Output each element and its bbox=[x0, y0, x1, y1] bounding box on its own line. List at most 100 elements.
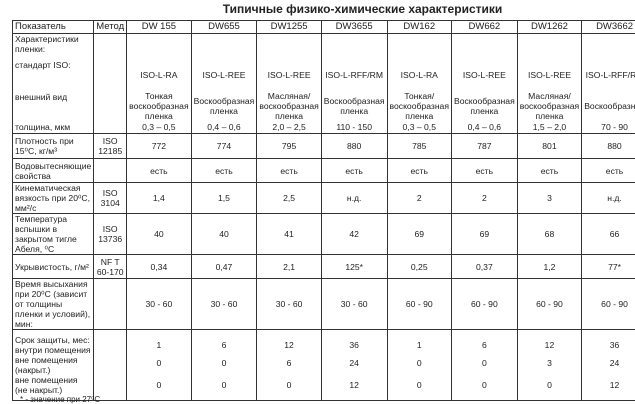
value-cell: 42 bbox=[321, 214, 387, 255]
value-cell: 60 - 90 bbox=[387, 279, 451, 330]
row-label: Плотность при 15⁰С, кг/м³ bbox=[13, 134, 94, 159]
thickness: 2,0 – 2,5 bbox=[259, 122, 318, 132]
covered-value: 3 bbox=[520, 354, 579, 372]
label-line: внешний вид bbox=[15, 92, 91, 122]
value-cell: 125* bbox=[321, 255, 387, 279]
film-label: Характеристики пленки:стандарт ISO:внешн… bbox=[13, 34, 94, 134]
value-cell: 40 bbox=[127, 214, 191, 255]
row-label: Время высыхания при 20⁰С (зависит от тол… bbox=[13, 279, 94, 330]
uncovered-value: 0 bbox=[454, 376, 515, 394]
value-cell: 787 bbox=[452, 134, 518, 159]
value-cell: 880 bbox=[582, 134, 635, 159]
value-cell: 1,2 bbox=[517, 255, 581, 279]
label-line: Срок защиты, мес: bbox=[15, 335, 91, 345]
value-cell: 1,4 bbox=[127, 183, 191, 214]
value-cell: н.д. bbox=[582, 183, 635, 214]
label-line: вне помещения (накрыт.) bbox=[15, 355, 91, 375]
method-cell: NF T 60-170 bbox=[94, 255, 127, 279]
inside-value: 12 bbox=[520, 336, 579, 354]
appearance: Масляная/ воскообразная пленка bbox=[520, 90, 579, 122]
uncovered-value: 0 bbox=[259, 376, 318, 394]
thickness: 110 - 150 bbox=[324, 122, 385, 132]
covered-value: 6 bbox=[259, 354, 318, 372]
method-cell bbox=[94, 330, 127, 401]
label-line: внутри помещения bbox=[15, 345, 91, 355]
covered-value: 0 bbox=[129, 354, 188, 372]
covered-value: 24 bbox=[324, 354, 385, 372]
value-cell: 2,1 bbox=[257, 255, 321, 279]
method-cell: ISO 12185 bbox=[94, 134, 127, 159]
value-cell: 66 bbox=[582, 214, 635, 255]
value-cell: 68 bbox=[517, 214, 581, 255]
thickness: 0,4 – 0,6 bbox=[194, 122, 255, 132]
appearance: Тонкая/ воскообразная пленка bbox=[390, 90, 449, 122]
column-header: DW 155 bbox=[127, 21, 191, 34]
appearance: Тонкая воскообразная пленка bbox=[129, 90, 188, 122]
inside-value: 36 bbox=[584, 336, 635, 354]
value-cell: есть bbox=[452, 159, 518, 183]
column-header: DW162 bbox=[387, 21, 451, 34]
iso-standard: ISO-L-REE bbox=[520, 60, 579, 90]
column-header: DW3655 bbox=[321, 21, 387, 34]
value-cell: 30 - 60 bbox=[257, 279, 321, 330]
page-title: Типичные физико-химические характеристик… bbox=[0, 2, 635, 16]
table-row: Характеристики пленки:стандарт ISO:внешн… bbox=[13, 34, 635, 134]
thickness: 0,4 – 0,6 bbox=[454, 122, 515, 132]
value-cell: есть bbox=[257, 159, 321, 183]
value-cell: н.д. bbox=[321, 183, 387, 214]
inside-value: 1 bbox=[390, 336, 449, 354]
appearance: Воскообразная пленка bbox=[324, 90, 385, 122]
value-cell: 41 bbox=[257, 214, 321, 255]
value-cell: 801 bbox=[517, 134, 581, 159]
value-cell: 30 - 60 bbox=[191, 279, 257, 330]
thickness: 0,3 – 0,5 bbox=[390, 122, 449, 132]
label-line: стандарт ISO: bbox=[15, 60, 91, 92]
iso-standard: ISO-L-RA bbox=[390, 60, 449, 90]
uncovered-value: 0 bbox=[520, 376, 579, 394]
uncovered-value: 0 bbox=[129, 376, 188, 394]
appearance: Воскообразная пленка bbox=[194, 90, 255, 122]
covered-value: 0 bbox=[390, 354, 449, 372]
uncovered-value: 12 bbox=[324, 376, 385, 394]
method-cell bbox=[94, 34, 127, 134]
uncovered-value: 12 bbox=[584, 376, 635, 394]
table-row: Время высыхания при 20⁰С (зависит от тол… bbox=[13, 279, 635, 330]
value-cell: 69 bbox=[452, 214, 518, 255]
value-cell: 30 - 60 bbox=[127, 279, 191, 330]
iso-standard: ISO-L-RA bbox=[129, 60, 188, 90]
method-cell: ISO 13736 bbox=[94, 214, 127, 255]
value-cell: 69 bbox=[387, 214, 451, 255]
column-header: Показатель bbox=[13, 21, 94, 34]
value-cell: 60 - 90 bbox=[517, 279, 581, 330]
row-label: Водовытесняющие свойства bbox=[13, 159, 94, 183]
value-cell: 785 bbox=[387, 134, 451, 159]
column-header: DW655 bbox=[191, 21, 257, 34]
thickness: 1,5 – 2,0 bbox=[520, 122, 579, 132]
value-cell: 60 - 90 bbox=[452, 279, 518, 330]
film-cell: ISO-L-RFF/RMВоскообразная70 - 90 bbox=[582, 34, 635, 134]
value-cell: есть bbox=[321, 159, 387, 183]
thickness: 70 - 90 bbox=[584, 122, 635, 132]
label-line: вне помещения (не накрыт.) bbox=[15, 375, 91, 395]
inside-value: 6 bbox=[454, 336, 515, 354]
value-cell: есть bbox=[191, 159, 257, 183]
value-cell: 77* bbox=[582, 255, 635, 279]
inside-value: 36 bbox=[324, 336, 385, 354]
uncovered-value: 0 bbox=[194, 376, 255, 394]
value-cell: 2 bbox=[387, 183, 451, 214]
appearance: Воскообразная bbox=[584, 90, 635, 122]
